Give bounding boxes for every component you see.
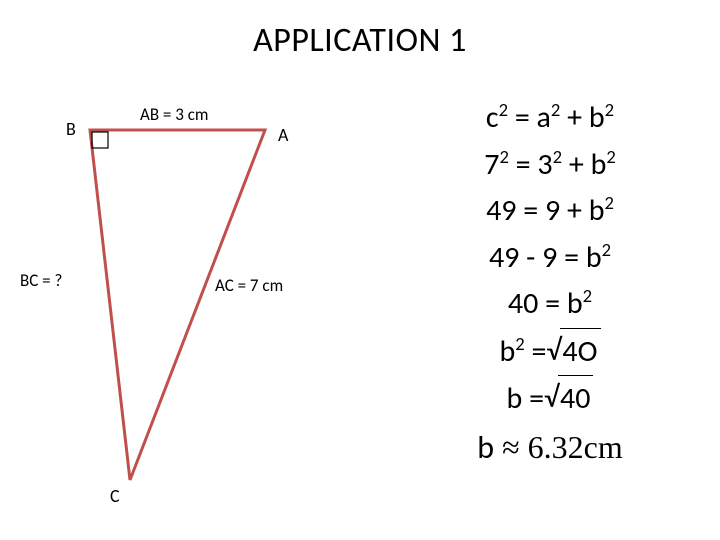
eq1-c: c [486, 99, 499, 136]
eq3-rhs: b [589, 192, 605, 229]
eq-line-3: 49 = 9 + b2 [400, 188, 700, 235]
eq2-a: 3 [537, 146, 552, 183]
vertex-label-a: A [278, 124, 288, 146]
eq7-rad: 40 [558, 375, 593, 423]
triangle-shape [90, 130, 265, 480]
eq5-lhs: 40 [508, 285, 538, 322]
right-angle-marker [92, 132, 108, 148]
eq-line-6: b2 =4O [400, 328, 700, 376]
eq8-var: b [477, 428, 494, 467]
eq-line-1: c2 = a2 + b2 [400, 95, 700, 142]
vertex-label-c: C [110, 485, 120, 507]
sqrt-icon: 40 [544, 375, 593, 423]
eq-line-7: b =40 [400, 375, 700, 423]
eq2-c: 7 [484, 146, 499, 183]
vertex-label-b: B [66, 118, 76, 140]
eq2-b: b [591, 146, 607, 183]
eq-line-5: 40 = b2 [400, 281, 700, 328]
sqrt-icon: 4O [546, 328, 600, 376]
triangle-diagram: B A C AB = 3 cm AC = 7 cm BC = ? [20, 100, 350, 520]
eq3-lhs: 49 [486, 192, 516, 229]
triangle-svg [20, 100, 350, 520]
slide: APPLICATION 1 B A C AB = 3 cm AC = 7 cm … [0, 0, 720, 540]
eq4-lhs: 49 - 9 [489, 239, 557, 276]
slide-title: APPLICATION 1 [0, 20, 720, 61]
eq6-rad: 4O [560, 328, 600, 376]
eq3-mid: 9 [545, 192, 560, 229]
eq1-a: a [537, 99, 551, 136]
approx-symbol: ≈ [502, 429, 520, 465]
eq1-b: b [589, 99, 605, 136]
eq8-val: 6.32cm [528, 429, 623, 465]
eq-line-8: b ≈ 6.32cm [400, 423, 700, 473]
side-label-ab: AB = 3 cm [140, 104, 208, 125]
eq-line-4: 49 - 9 = b2 [400, 235, 700, 282]
side-label-ac: AC = 7 cm [215, 275, 283, 296]
eq4-rhs: b [586, 239, 602, 276]
eq6-lhs: b [499, 333, 515, 370]
equations-block: c2 = a2 + b2 72 = 32 + b2 49 = 9 + b2 49… [400, 95, 700, 472]
side-label-bc: BC = ? [20, 270, 62, 291]
eq5-rhs: b [567, 285, 583, 322]
eq-line-2: 72 = 32 + b2 [400, 142, 700, 189]
eq7-lhs: b [507, 380, 523, 417]
